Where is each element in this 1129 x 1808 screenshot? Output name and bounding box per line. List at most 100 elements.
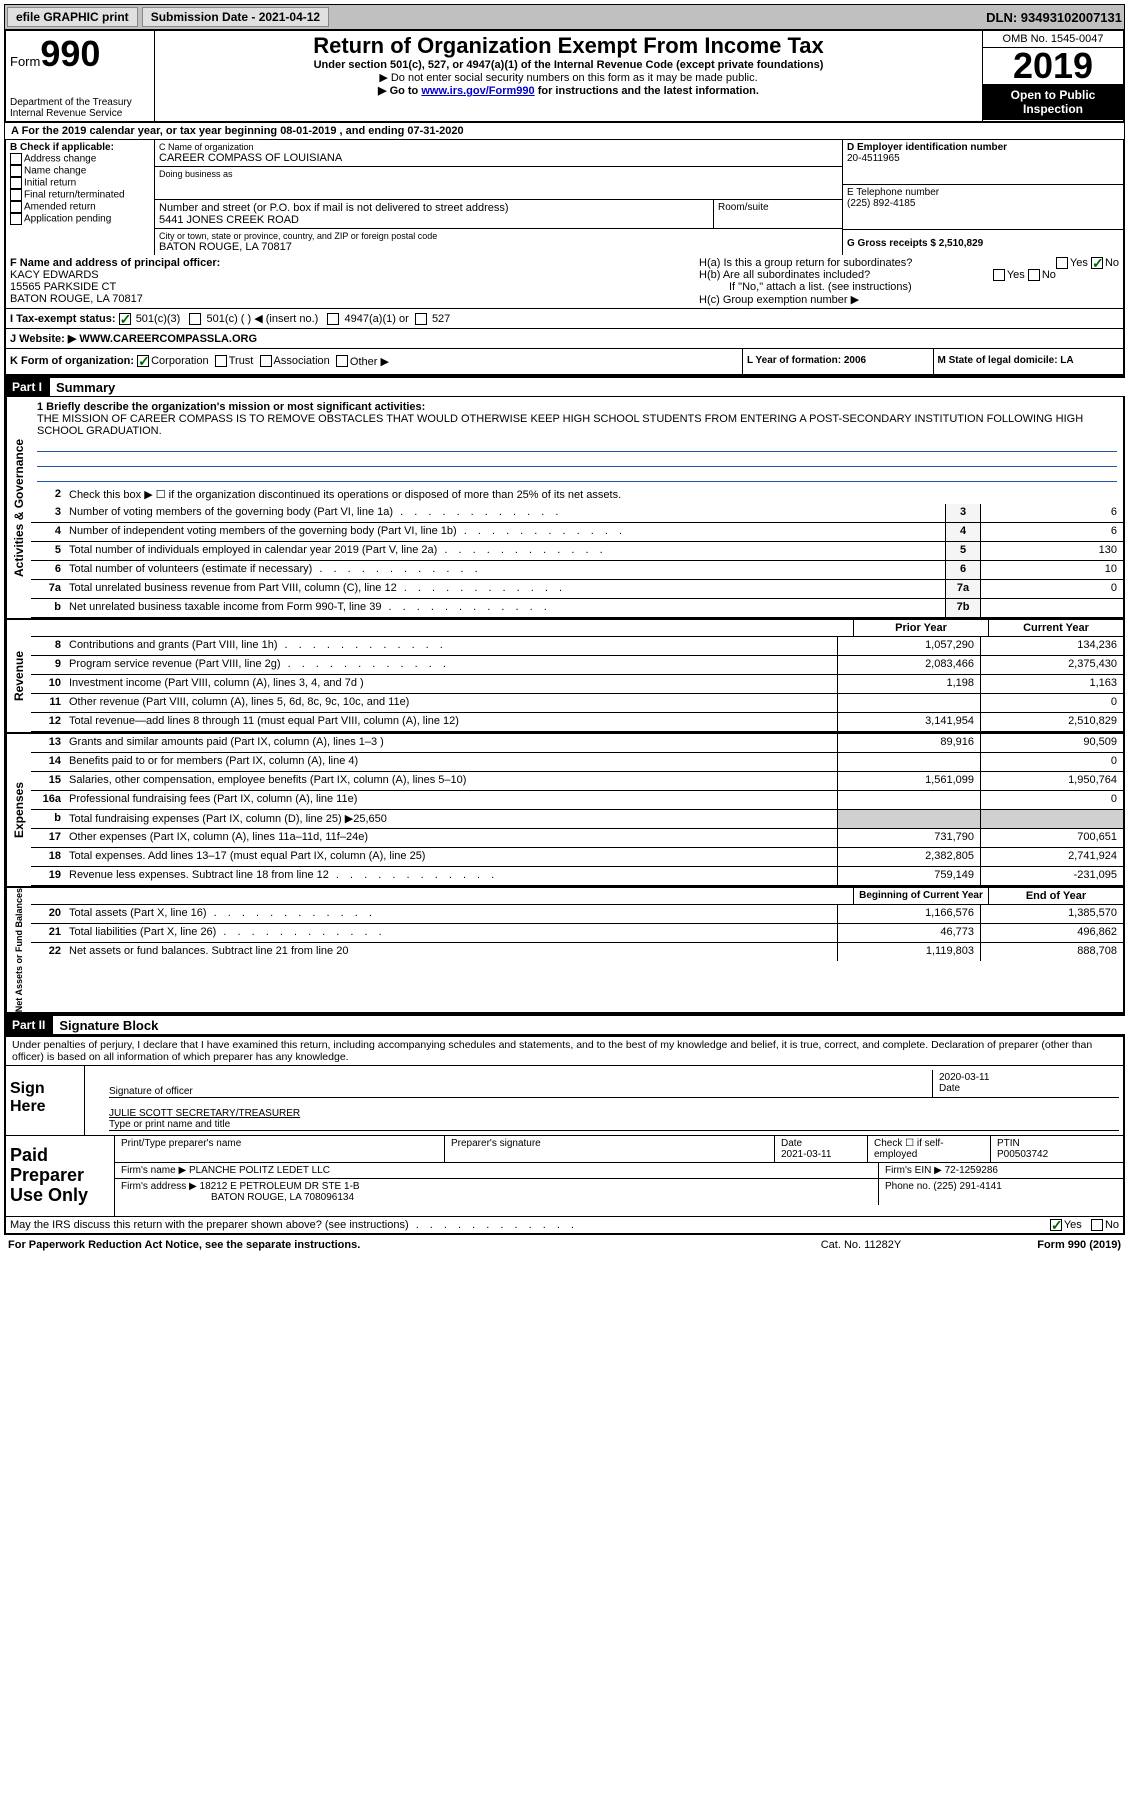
l12-desc: Total revenue—add lines 8 through 11 (mu… <box>65 713 837 731</box>
paid-preparer-label: Paid Preparer Use Only <box>6 1136 115 1215</box>
cb-other[interactable] <box>336 355 348 367</box>
part2-title: Signature Block <box>59 1018 158 1033</box>
l8-prior: 1,057,290 <box>837 637 980 655</box>
efile-print-button[interactable]: efile GRAPHIC print <box>7 7 138 27</box>
efile-top-bar: efile GRAPHIC print Submission Date - 20… <box>4 4 1125 30</box>
mission-block: 1 Briefly describe the organization's mi… <box>31 397 1123 486</box>
officer-name-title: JULIE SCOTT SECRETARY/TREASURER Type or … <box>109 1106 1119 1130</box>
hdr-end: End of Year <box>988 888 1123 904</box>
paperwork-notice: For Paperwork Reduction Act Notice, see … <box>8 1239 761 1251</box>
tax-exempt-status: I Tax-exempt status: 501(c)(3) 501(c) ( … <box>10 312 1119 325</box>
l16a-prior <box>837 791 980 809</box>
l19-prior: 759,149 <box>837 867 980 885</box>
l16b-desc: Total fundraising expenses (Part IX, col… <box>65 810 837 828</box>
form-subtitle: Under section 501(c), 527, or 4947(a)(1)… <box>159 59 978 71</box>
l8-desc: Contributions and grants (Part VIII, lin… <box>65 637 837 655</box>
firm-ein: Firm's EIN ▶ 72-1259286 <box>879 1163 1123 1178</box>
cb-initial-return[interactable] <box>10 177 22 189</box>
principal-officer: F Name and address of principal officer:… <box>6 255 695 308</box>
signature-block: Under penalties of perjury, I declare th… <box>4 1035 1125 1234</box>
l17-prior: 731,790 <box>837 829 980 847</box>
l15-prior: 1,561,099 <box>837 772 980 790</box>
l20-curr: 1,385,570 <box>980 905 1123 923</box>
form-of-org: K Form of organization: Corporation Trus… <box>6 349 742 374</box>
cb-hb-yes[interactable] <box>993 269 1005 281</box>
l16b-curr-shade <box>980 810 1123 828</box>
l17-desc: Other expenses (Part IX, column (A), lin… <box>65 829 837 847</box>
check-applicable: B Check if applicable: Address change Na… <box>6 140 155 255</box>
l12-prior: 3,141,954 <box>837 713 980 731</box>
l13-curr: 90,509 <box>980 734 1123 752</box>
firm-name: Firm's name ▶ PLANCHE POLITZ LEDET LLC <box>115 1163 879 1178</box>
discuss-yes-no: Yes No <box>1050 1219 1119 1231</box>
l21-curr: 496,862 <box>980 924 1123 942</box>
cb-501c3[interactable] <box>119 313 131 325</box>
line5-val: 130 <box>980 542 1123 560</box>
org-name-cell: C Name of organization CAREER COMPASS OF… <box>155 140 842 167</box>
state-domicile: M State of legal domicile: LA <box>934 349 1124 374</box>
cb-assoc[interactable] <box>260 355 272 367</box>
l8-curr: 134,236 <box>980 637 1123 655</box>
part1-title: Summary <box>56 380 115 395</box>
phone-cell: E Telephone number (225) 892-4185 <box>843 185 1123 230</box>
cb-501c[interactable] <box>189 313 201 325</box>
form-title: Return of Organization Exempt From Incom… <box>159 33 978 59</box>
line6-val: 10 <box>980 561 1123 579</box>
website-row: J Website: ▶ WWW.CAREERCOMPASSLA.ORG <box>6 328 1123 349</box>
cb-527[interactable] <box>415 313 427 325</box>
l22-prior: 1,119,803 <box>837 943 980 961</box>
l10-desc: Investment income (Part VIII, column (A)… <box>65 675 837 693</box>
hdr-begin: Beginning of Current Year <box>853 888 988 904</box>
irs-link[interactable]: www.irs.gov/Form990 <box>421 85 534 97</box>
l13-prior: 89,916 <box>837 734 980 752</box>
line3-desc: Number of voting members of the governin… <box>65 504 945 522</box>
side-netassets: Net Assets or Fund Balances <box>6 888 31 1012</box>
officer-signature-field[interactable]: Signature of officer <box>109 1070 932 1097</box>
city-state-cell: City or town, state or province, country… <box>155 229 842 255</box>
cb-amended[interactable] <box>10 201 22 213</box>
line6-desc: Total number of volunteers (estimate if … <box>65 561 945 579</box>
line7b-desc: Net unrelated business taxable income fr… <box>65 599 945 617</box>
preparer-name-hdr: Print/Type preparer's name <box>115 1136 445 1162</box>
cb-final-return[interactable] <box>10 189 22 201</box>
cb-application-pending[interactable] <box>10 213 22 225</box>
cb-discuss-no[interactable] <box>1091 1219 1103 1231</box>
part2-badge: Part II <box>4 1016 53 1034</box>
cb-4947[interactable] <box>327 313 339 325</box>
l13-desc: Grants and similar amounts paid (Part IX… <box>65 734 837 752</box>
cat-no: Cat. No. 11282Y <box>761 1239 961 1251</box>
l14-prior <box>837 753 980 771</box>
cb-ha-yes[interactable] <box>1056 257 1068 269</box>
l12-curr: 2,510,829 <box>980 713 1123 731</box>
firm-phone: Phone no. (225) 291-4141 <box>879 1179 1123 1205</box>
ein-cell: D Employer identification number 20-4511… <box>843 140 1123 185</box>
l9-prior: 2,083,466 <box>837 656 980 674</box>
firm-address: Firm's address ▶ 18212 E PETROLEUM DR ST… <box>115 1179 879 1205</box>
l14-desc: Benefits paid to or for members (Part IX… <box>65 753 837 771</box>
submission-date: Submission Date - 2021-04-12 <box>142 7 329 27</box>
cb-hb-no[interactable] <box>1028 269 1040 281</box>
line4-desc: Number of independent voting members of … <box>65 523 945 541</box>
cb-corp[interactable] <box>137 355 149 367</box>
cb-discuss-yes[interactable] <box>1050 1219 1062 1231</box>
l19-curr: -231,095 <box>980 867 1123 885</box>
part2-header-row: Part II Signature Block <box>4 1014 1125 1035</box>
dept-treasury: Department of the Treasury Internal Reve… <box>10 97 150 119</box>
cb-trust[interactable] <box>215 355 227 367</box>
group-return-block: H(a) Is this a group return for subordin… <box>695 255 1123 308</box>
cb-name-change[interactable] <box>10 165 22 177</box>
l18-curr: 2,741,924 <box>980 848 1123 866</box>
l16b-prior-shade <box>837 810 980 828</box>
l14-curr: 0 <box>980 753 1123 771</box>
cb-ha-no[interactable] <box>1091 257 1103 269</box>
side-expenses: Expenses <box>6 734 31 886</box>
form-number: Form990 <box>10 33 150 75</box>
line7a-val: 0 <box>980 580 1123 598</box>
line4-val: 6 <box>980 523 1123 541</box>
form-footer: Form 990 (2019) <box>961 1239 1121 1251</box>
signature-date: 2020-03-11 Date <box>932 1070 1119 1097</box>
l20-prior: 1,166,576 <box>837 905 980 923</box>
cb-address-change[interactable] <box>10 153 22 165</box>
l19-desc: Revenue less expenses. Subtract line 18 … <box>65 867 837 885</box>
l21-prior: 46,773 <box>837 924 980 942</box>
